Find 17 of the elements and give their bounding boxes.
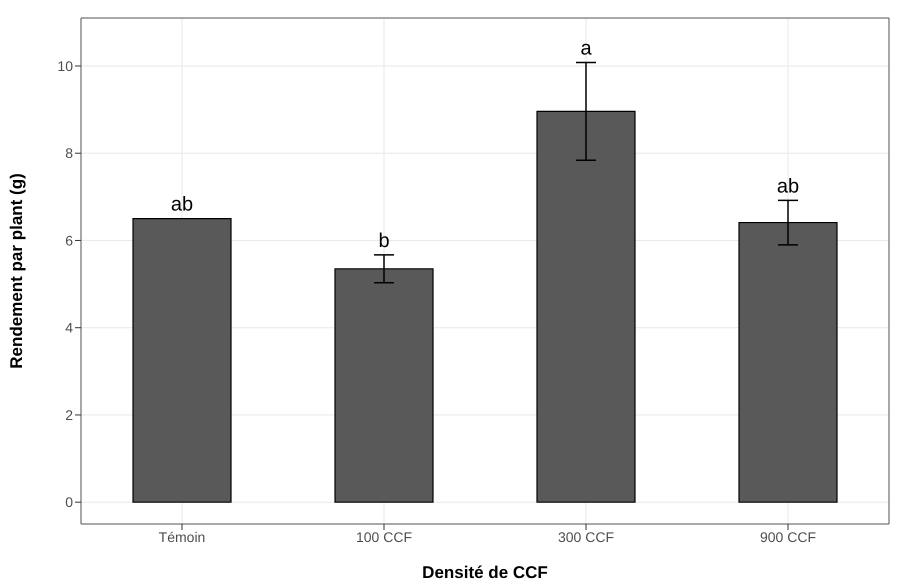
x-tick-label: 900 CCF: [760, 528, 816, 545]
x-tick-label: 100 CCF: [356, 528, 412, 545]
x-tick-label: 300 CCF: [558, 528, 614, 545]
x-tick-label: Témoin: [158, 528, 206, 545]
annotation: ab: [170, 194, 194, 216]
annotation: b: [378, 230, 390, 252]
y-tick-label: 0: [65, 494, 74, 510]
bar: [132, 218, 232, 503]
y-tick-label: 10: [57, 58, 74, 74]
y-tick-label: 8: [65, 145, 74, 162]
y-axis-title: Rendement par plant (g): [7, 173, 26, 369]
x-axis-title: Densité de CCF: [422, 563, 548, 582]
annotation: a: [580, 37, 592, 60]
y-tick-label: 6: [65, 232, 74, 248]
annotation: ab: [776, 175, 800, 198]
y-tick-label: 2: [65, 406, 74, 423]
y-tick-label: 4: [65, 320, 74, 336]
